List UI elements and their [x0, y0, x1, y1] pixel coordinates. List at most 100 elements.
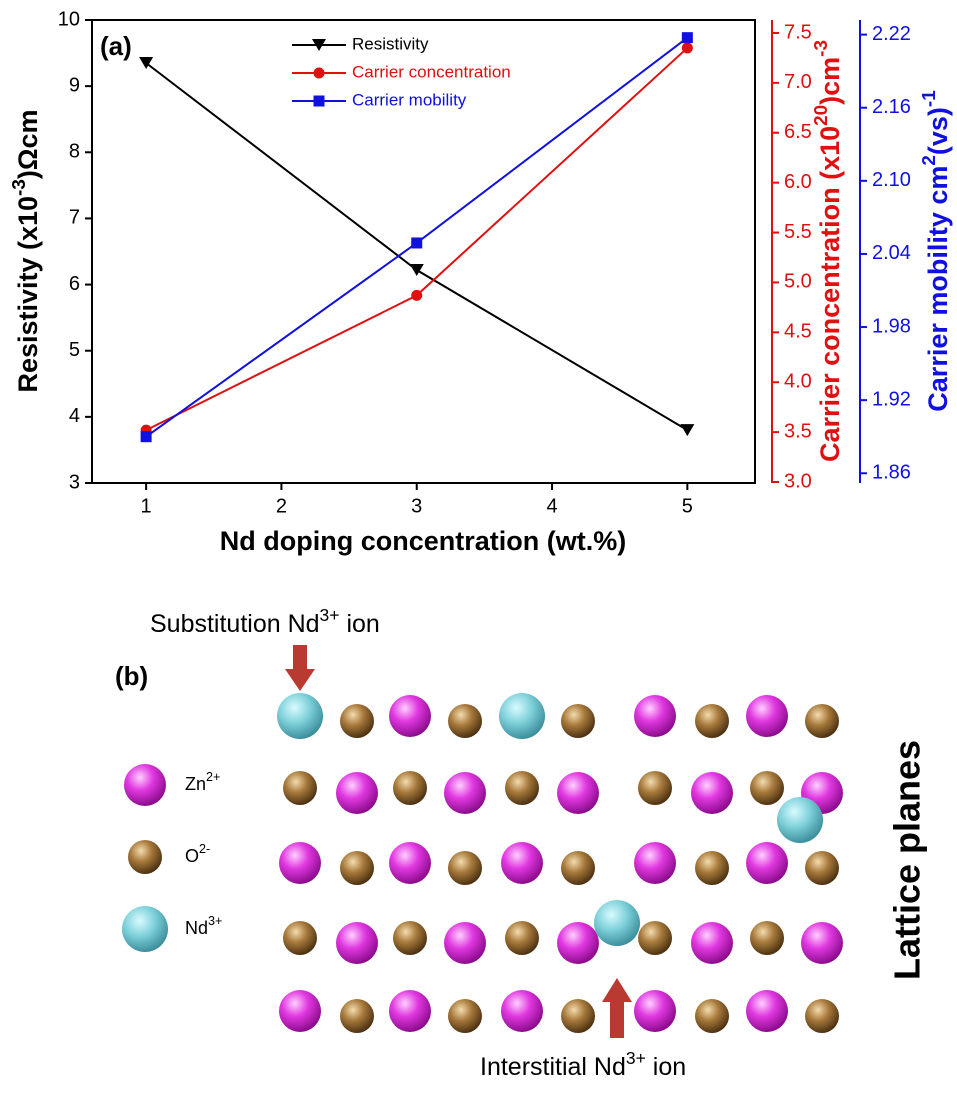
atom	[340, 851, 374, 885]
atom	[389, 842, 431, 884]
atom	[561, 704, 595, 738]
atom	[691, 922, 733, 964]
y-tick-label: 2.10	[872, 169, 911, 191]
atom	[340, 704, 374, 738]
superscript: 2-	[199, 842, 210, 856]
y-tick-label: 8	[69, 141, 80, 163]
legend-marker	[313, 67, 325, 79]
y-tick-label: 7.5	[784, 21, 812, 43]
y-tick-label: 10	[58, 8, 80, 30]
atom	[279, 990, 321, 1032]
side-label: Lattice planes	[887, 740, 928, 980]
atom	[393, 921, 427, 955]
legend-label: Resistivity	[352, 34, 429, 53]
y-tick-label: 6	[69, 273, 80, 295]
y-tick-label: 2.16	[872, 96, 911, 118]
legend-label: Carrier concentration	[352, 62, 511, 81]
atom	[750, 771, 784, 805]
y-tick-label: 4	[69, 405, 80, 427]
marker	[411, 289, 423, 301]
text-part: Nd	[185, 918, 208, 938]
atom	[277, 693, 323, 739]
atom	[746, 990, 788, 1032]
y-tick-label: 1.92	[872, 388, 911, 410]
superscript: -1	[919, 90, 940, 107]
y-tick-label: 5.0	[784, 271, 812, 293]
atom	[448, 704, 482, 738]
y-tick-label: 7.0	[784, 71, 812, 93]
y-tick-label: 4.0	[784, 370, 812, 392]
y3-axis-label: Carrier mobility cm2(vs)-1	[919, 90, 953, 411]
y-tick-label: 2.22	[872, 23, 911, 45]
text-part: Carrier mobility cm	[923, 166, 953, 412]
atom	[393, 771, 427, 805]
atom	[777, 797, 823, 843]
y-tick-label: 1.86	[872, 462, 911, 484]
marker	[680, 424, 695, 437]
marker	[681, 42, 693, 54]
text-part: O	[185, 846, 199, 866]
atom	[805, 851, 839, 885]
atom	[638, 771, 672, 805]
atom	[283, 771, 317, 805]
text-part: Resistivity (x10	[13, 196, 43, 393]
atom	[336, 772, 378, 814]
y-axis-label: Resistivity (x10-3)Ωcm	[9, 109, 43, 392]
bottom-label: Interstitial Nd3+ ion	[480, 1048, 686, 1081]
atom	[746, 842, 788, 884]
x-tick-label: 4	[546, 495, 557, 517]
atom	[501, 842, 543, 884]
x-tick-label: 5	[682, 495, 693, 517]
atom	[336, 922, 378, 964]
atom	[448, 851, 482, 885]
atom	[561, 999, 595, 1033]
legend-label: O2-	[185, 842, 210, 865]
atom	[634, 695, 676, 737]
y-tick-label: 3.0	[784, 470, 812, 492]
arrow	[602, 978, 632, 1038]
top-label: Substitution Nd3+ ion	[150, 605, 380, 638]
y2-axis-label: Carrier concentration (x1020)cm-3	[811, 40, 845, 462]
text-part: ion	[340, 610, 380, 638]
atom	[634, 842, 676, 884]
marker	[139, 56, 154, 69]
marker	[681, 32, 693, 44]
arrow	[285, 645, 315, 691]
marker	[409, 264, 424, 277]
atom	[448, 999, 482, 1033]
legend-atom	[124, 764, 166, 806]
legend-marker	[313, 95, 325, 107]
text-part: (vs)	[923, 107, 953, 155]
atom	[444, 922, 486, 964]
text-part: Carrier concentration (x10	[815, 126, 845, 462]
y-tick-label: 4.5	[784, 321, 812, 343]
atom	[750, 921, 784, 955]
atom	[801, 922, 843, 964]
atom	[594, 900, 640, 946]
x-axis-label: Nd doping concentration (wt.%)	[220, 526, 626, 556]
atom	[561, 851, 595, 885]
atom	[557, 922, 599, 964]
atom	[695, 704, 729, 738]
legend-atom	[128, 840, 162, 874]
x-tick-label: 2	[276, 495, 287, 517]
marker	[140, 431, 152, 443]
y-tick-label: 7	[69, 207, 80, 229]
marker	[411, 237, 423, 249]
text-part: )cm	[815, 57, 845, 105]
legend: Resistivity Carrier concentration Carrier …	[292, 34, 511, 109]
atom	[691, 772, 733, 814]
atom	[634, 990, 676, 1032]
superscript: 3+	[626, 1048, 646, 1068]
panel-label: (b)	[115, 661, 148, 691]
superscript: 3+	[208, 914, 222, 928]
atom	[505, 771, 539, 805]
x-tick-label: 3	[411, 495, 422, 517]
atom	[283, 921, 317, 955]
atom	[499, 693, 545, 739]
text-part: Substitution Nd	[150, 610, 320, 638]
atom	[638, 921, 672, 955]
y-tick-label: 3	[69, 471, 80, 493]
atom	[805, 704, 839, 738]
